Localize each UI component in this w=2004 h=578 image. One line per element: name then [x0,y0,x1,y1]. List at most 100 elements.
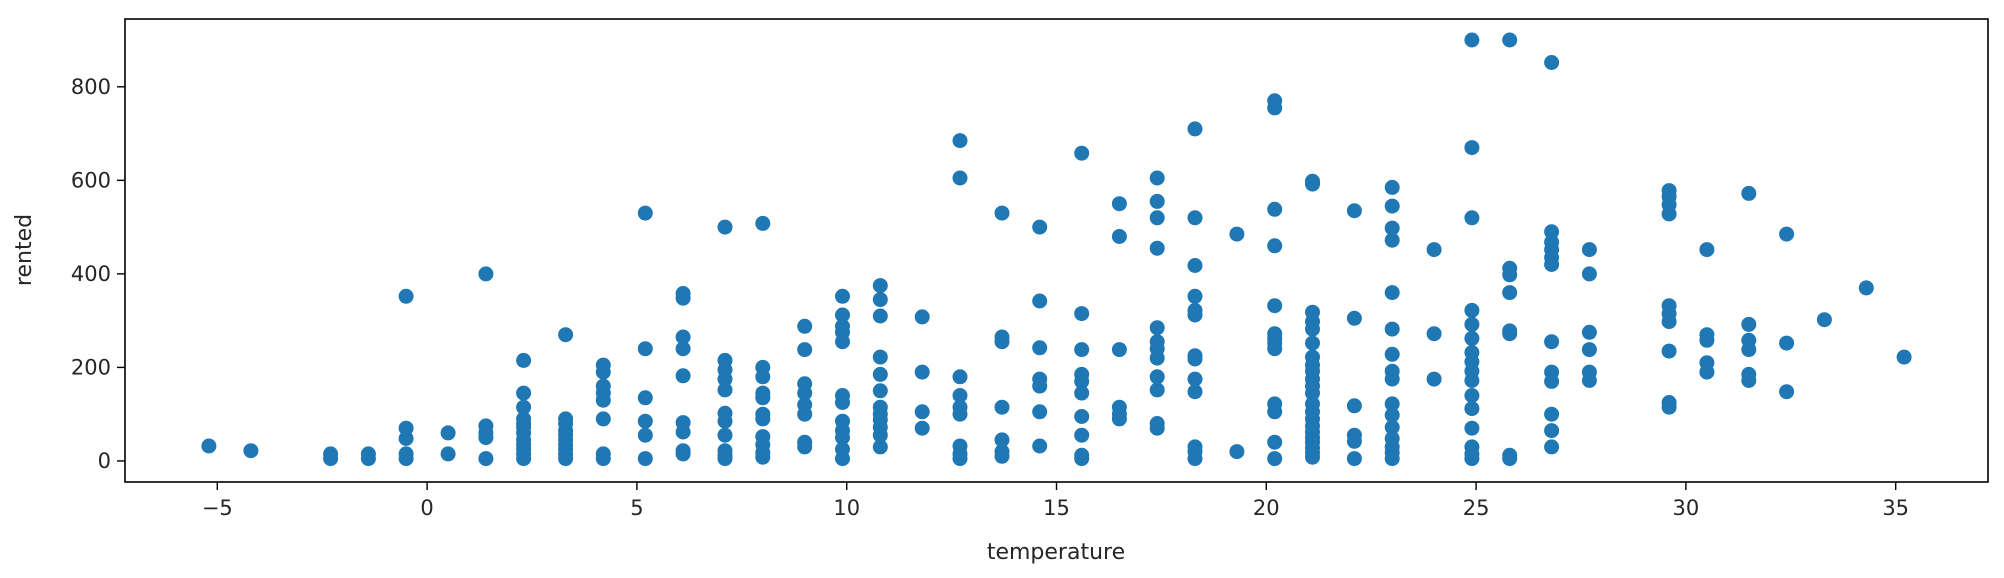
data-point [1661,314,1677,330]
data-point [755,215,771,231]
data-point [637,451,653,467]
data-point [1032,404,1048,420]
data-point [1305,385,1320,401]
data-point [1581,242,1597,258]
data-point [1111,411,1127,427]
data-point [1896,349,1912,365]
data-point [478,266,494,282]
data-point [1074,409,1090,424]
data-point [952,170,968,186]
data-point [1074,373,1090,389]
data-point [1581,324,1597,340]
data-point [675,329,691,345]
data-point [872,366,888,382]
data-point [872,383,888,399]
data-point [1346,433,1362,449]
data-point [1699,332,1715,348]
data-point [1149,240,1165,256]
data-point [1464,32,1480,48]
y-tick-label: 400 [71,262,111,286]
data-point [1779,335,1795,351]
data-point [1229,444,1245,460]
data-point [595,392,611,408]
x-tick-label: 35 [1882,496,1909,520]
data-point [1544,439,1560,455]
data-point [243,443,259,459]
y-axis-label: rented [12,214,37,286]
data-point [1779,384,1795,400]
data-point [835,288,850,304]
data-point [398,288,414,304]
data-point [595,411,611,427]
data-point [755,449,771,465]
data-point [1346,203,1362,219]
data-point [675,424,691,440]
data-point [1502,285,1518,301]
data-point [797,439,813,455]
data-point [1384,321,1400,337]
data-point [1384,285,1400,301]
data-point [1111,196,1127,212]
data-point [1384,407,1400,423]
data-point [1149,382,1165,398]
data-point [595,364,611,380]
y-tick-label: 200 [71,355,111,379]
data-point [1149,210,1165,226]
data-point [755,390,771,406]
data-point [440,425,456,441]
data-point [1581,342,1597,358]
data-point [952,451,968,467]
data-point [1816,312,1832,328]
data-point [1187,384,1203,400]
data-point [994,432,1010,448]
data-point [1187,258,1203,273]
data-point [1074,145,1090,161]
data-point [1384,419,1400,435]
data-point [1661,343,1677,359]
data-point [797,385,813,401]
data-point [1187,210,1203,226]
data-point [872,278,888,294]
data-point [717,427,733,443]
data-point [1502,326,1518,342]
data-point [1384,371,1400,387]
data-point [1544,334,1560,350]
data-point [1267,298,1283,314]
data-point [1267,404,1283,420]
data-points [201,32,1912,467]
data-point [952,388,968,403]
data-point [1741,185,1757,201]
y-tick-label: 800 [71,75,111,99]
data-point [717,451,733,467]
data-point [1149,420,1165,436]
data-point [872,292,888,308]
data-point [558,327,574,343]
data-point [1111,229,1127,244]
data-point [1502,267,1518,283]
data-point [1502,451,1518,467]
data-point [360,451,376,467]
data-point [835,430,850,446]
data-point [1464,401,1480,417]
data-point [1544,257,1560,272]
data-point [1305,335,1320,351]
data-point [558,451,574,467]
data-point [516,385,532,401]
data-point [323,451,339,467]
data-point [1149,350,1165,366]
data-point [1581,373,1597,388]
data-point [637,390,653,406]
data-point [1464,140,1480,156]
data-point [1581,266,1597,282]
data-point [717,382,733,398]
data-point [675,341,691,357]
data-point [797,406,813,422]
data-point [637,341,653,357]
data-point [1305,449,1320,465]
data-point [835,307,850,323]
data-point [1267,238,1283,254]
data-point [675,368,691,384]
data-point [914,309,930,325]
data-point [1699,364,1715,380]
x-tick-label: 5 [630,496,643,520]
